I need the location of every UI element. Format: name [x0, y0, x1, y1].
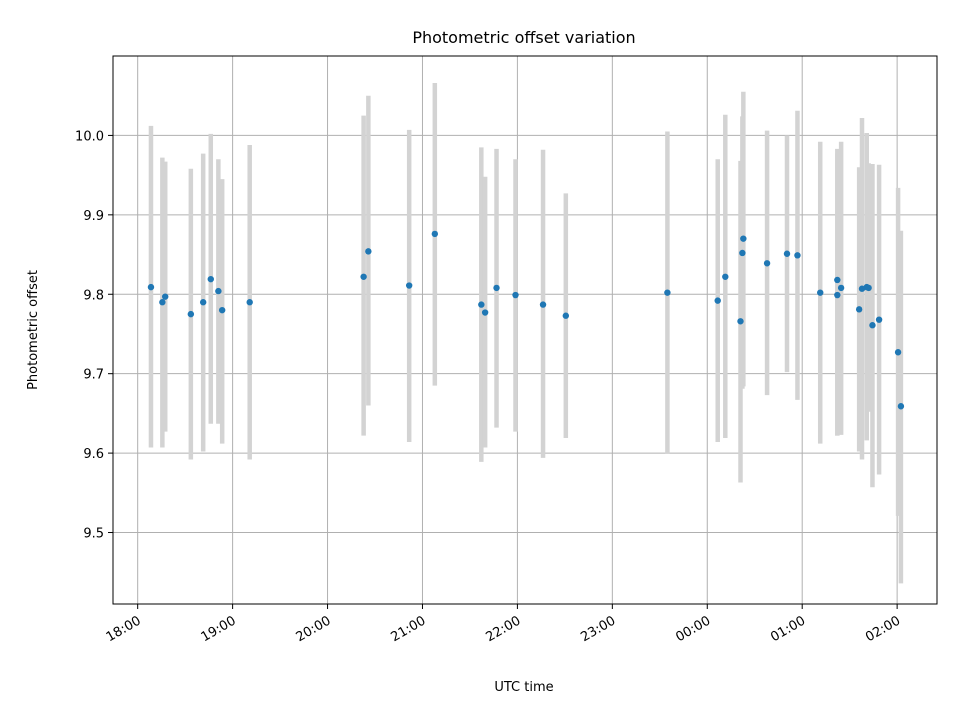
data-point [834, 276, 841, 284]
data-point [215, 287, 222, 295]
data-point [664, 289, 671, 296]
x-axis-label: UTC time [494, 680, 553, 695]
data-point [431, 230, 439, 238]
data-point [187, 310, 195, 318]
data-points [147, 230, 905, 410]
y-tick-label: 9.9 [83, 209, 104, 224]
data-point [360, 273, 367, 280]
y-axis-label: Photometric offset [26, 270, 41, 390]
data-point [855, 306, 863, 313]
data-point [869, 322, 876, 329]
data-point [478, 301, 485, 308]
data-point [562, 312, 570, 319]
data-point [783, 250, 791, 257]
data-point [763, 260, 771, 267]
data-point [722, 273, 729, 280]
data-point [512, 291, 519, 299]
y-tick-label: 9.6 [83, 447, 104, 462]
data-point [817, 289, 824, 296]
data-point [199, 299, 207, 306]
data-point [405, 282, 413, 289]
data-point [493, 284, 500, 292]
data-point [737, 318, 744, 325]
y-axis-ticks: 9.5 9.6 9.7 9.8 9.9 10.0 [75, 129, 113, 542]
data-point [246, 299, 253, 306]
y-tick-label: 10.0 [75, 129, 104, 144]
data-point [365, 248, 372, 255]
data-point [714, 297, 721, 304]
plot-area-frame [112, 55, 938, 605]
grid [113, 56, 937, 604]
y-tick-label: 9.8 [83, 288, 104, 303]
data-point [162, 293, 169, 300]
data-point [897, 403, 905, 410]
data-point [865, 284, 872, 292]
data-point [794, 252, 801, 259]
data-point [147, 283, 155, 291]
data-point [159, 299, 166, 306]
y-tick-label: 9.5 [83, 527, 104, 542]
data-point [875, 316, 883, 323]
data-point [894, 349, 902, 356]
data-point [218, 306, 226, 314]
data-point [207, 275, 214, 283]
data-point [740, 235, 747, 242]
data-point [739, 249, 746, 257]
data-point [481, 309, 489, 316]
y-tick-label: 9.7 [83, 368, 104, 383]
chart-title: Photometric offset variation [412, 28, 635, 47]
data-point [837, 284, 845, 292]
data-point [834, 291, 841, 299]
data-point [539, 301, 547, 308]
